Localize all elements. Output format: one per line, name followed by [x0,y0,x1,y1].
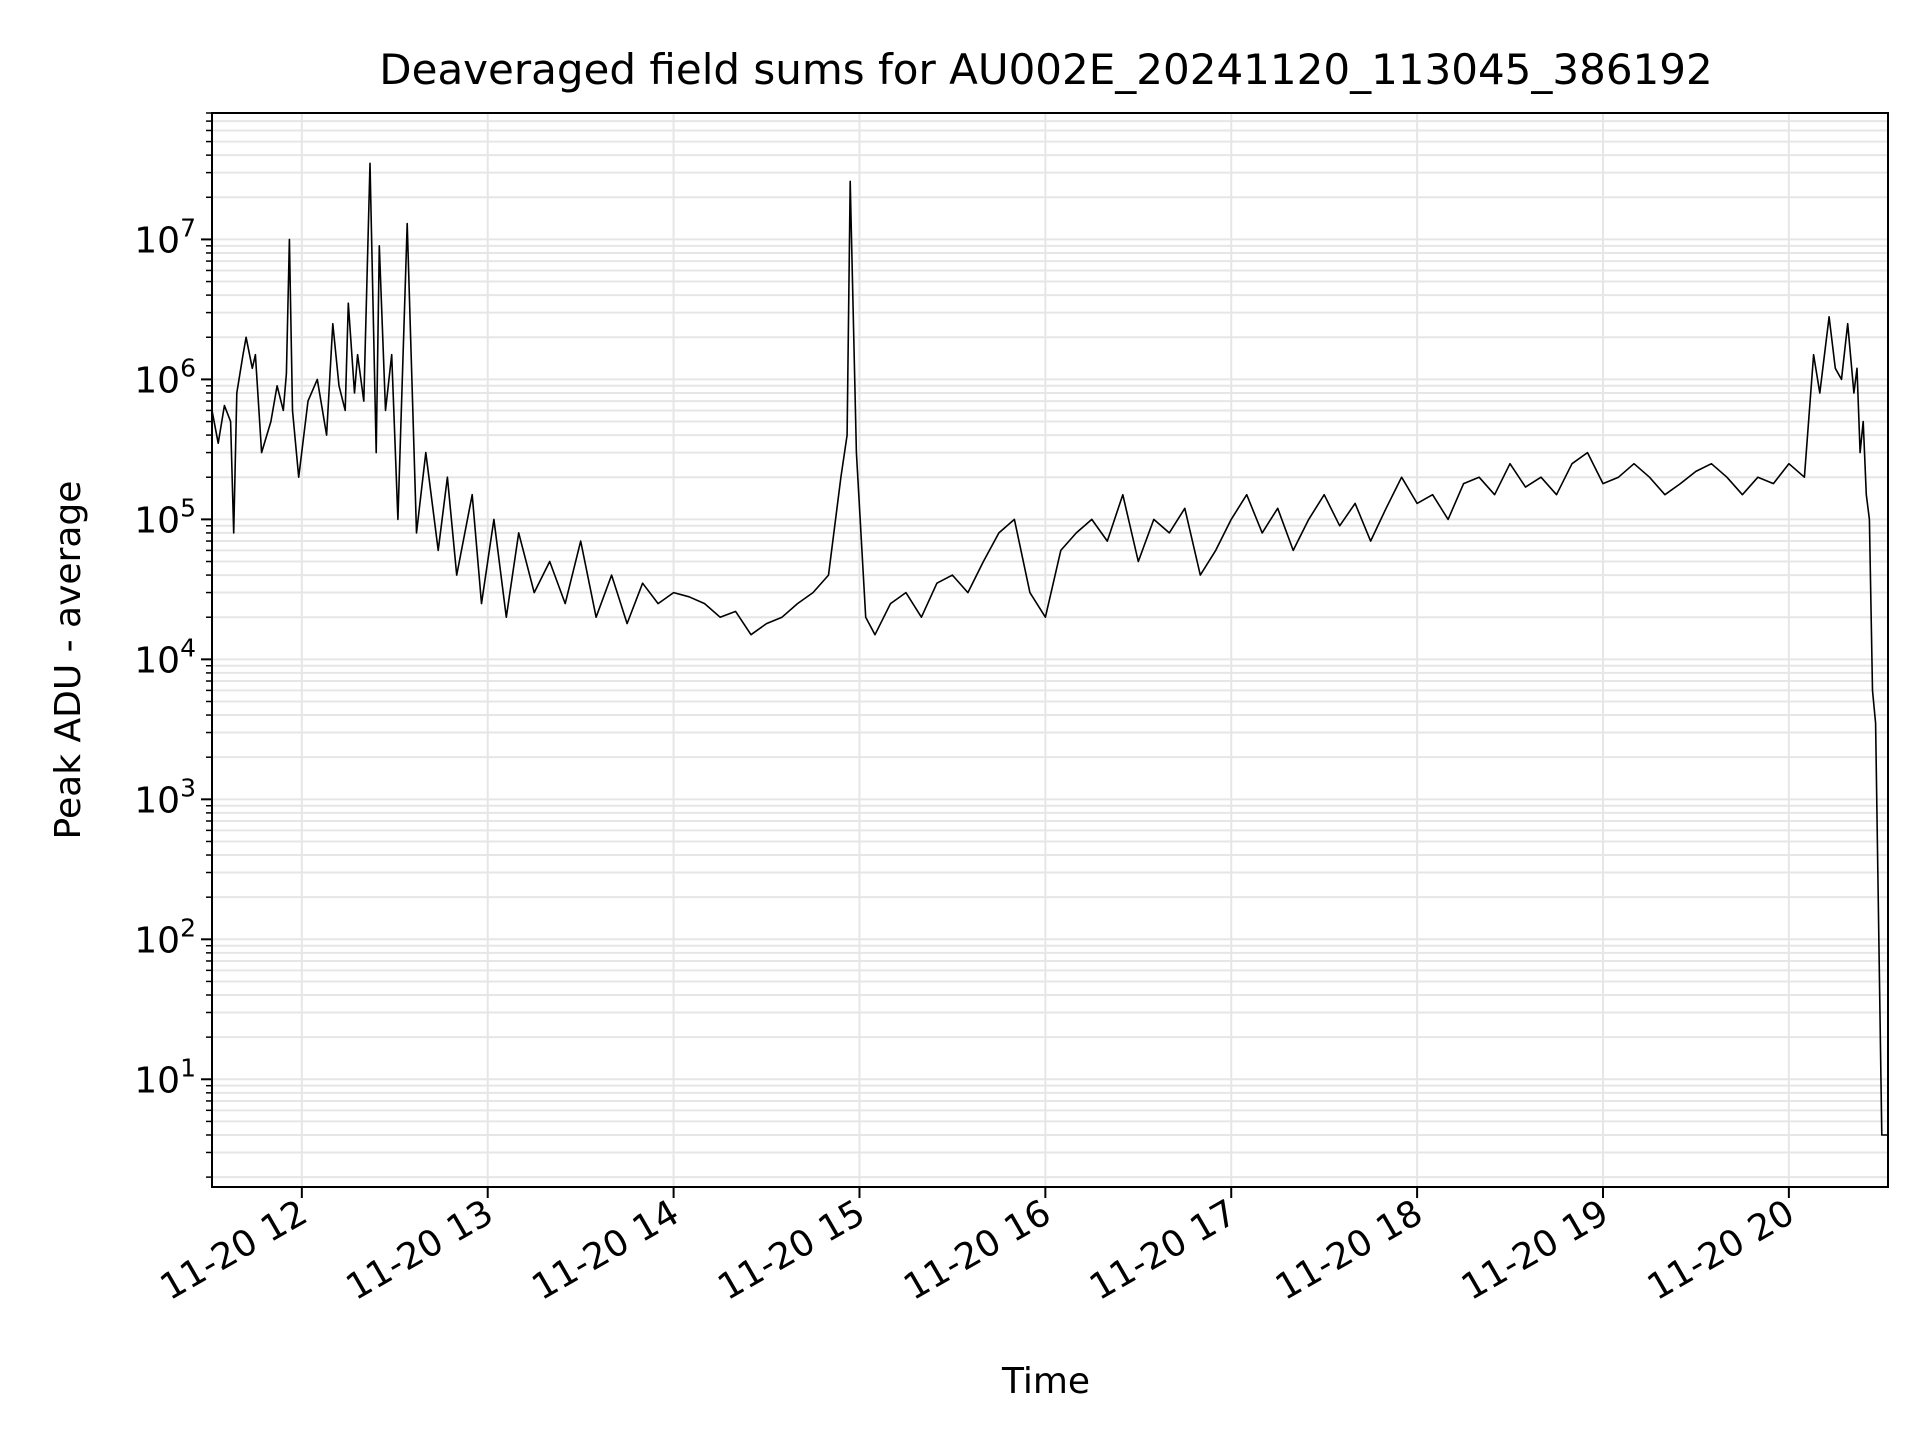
x-tick-label: 11-20 17 [1083,1192,1244,1308]
x-tick-label: 11-20 12 [154,1192,315,1308]
x-tick-label: 11-20 19 [1455,1192,1616,1308]
x-tick-label: 11-20 15 [711,1192,872,1308]
x-axis: 11-20 12 11-20 13 11-20 14 11-20 15 11-20 16… [154,1187,1802,1309]
x-tick-label: 11-20 20 [1641,1192,1802,1308]
grid-lines [212,112,1888,1187]
y-axis-label: Peak ADU - average [48,481,89,840]
x-tick-label: 11-20 16 [897,1192,1058,1308]
x-tick-label: 11-20 14 [525,1192,686,1308]
data-line-group [211,162,1888,1136]
data-line [211,162,1888,1136]
x-tick-label: 11-20 13 [340,1192,501,1308]
y-tick-label: 104 [134,633,196,681]
y-tick-label: 105 [134,493,196,541]
x-tick-label: 11-20 18 [1269,1192,1430,1308]
y-tick-label: 101 [134,1053,196,1101]
y-tick-label: 107 [134,213,196,261]
chart-title: Deaveraged field sums for AU002E_2024112… [379,45,1712,94]
plot-frame [211,112,1889,1188]
y-axis: 101 102 103 104 105 106 107 [134,112,212,1178]
y-tick-label: 103 [134,773,196,821]
y-tick-label: 106 [134,353,196,401]
x-axis-label: Time [1001,1361,1090,1402]
y-tick-label: 102 [134,913,196,961]
